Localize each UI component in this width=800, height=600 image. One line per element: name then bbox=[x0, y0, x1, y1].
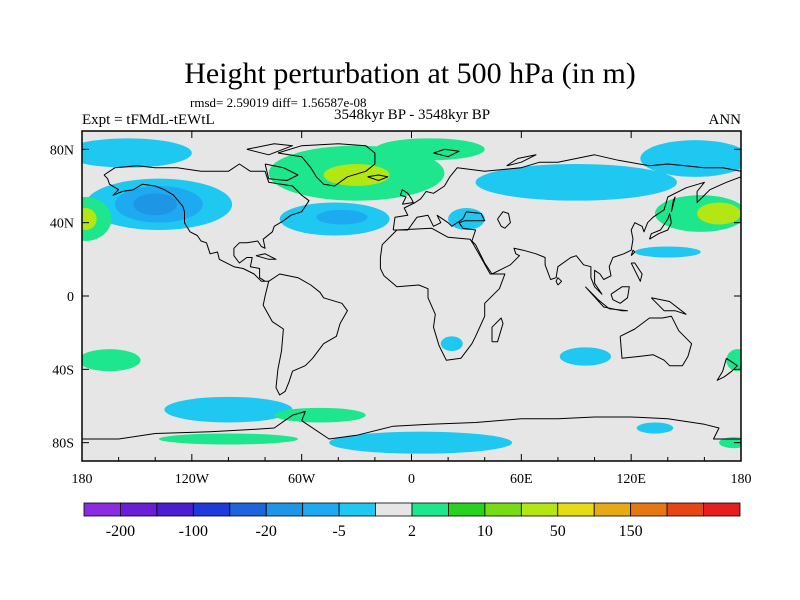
colorbar: -200 -100 -20 -5 2 10 50 150 bbox=[83, 502, 741, 540]
coastline-borneo bbox=[610, 286, 630, 304]
coastline-caspian-sea bbox=[497, 211, 511, 229]
coastline-new-zealand bbox=[716, 357, 738, 381]
anomaly-east-arctic-cyan bbox=[640, 140, 741, 177]
lat-tick-label: 40S bbox=[52, 363, 74, 378]
stats-label: rmsd= 2.59019 diff= 1.56587e-08 bbox=[190, 95, 367, 110]
colorbar-swatch bbox=[520, 502, 559, 517]
anomaly-antarctic-green bbox=[158, 433, 299, 445]
coastline-indonesia bbox=[585, 286, 628, 312]
coastline-sakhalin bbox=[670, 196, 676, 212]
anomaly-antarctic-cyan bbox=[329, 431, 513, 454]
coastline-eurasia bbox=[392, 154, 741, 295]
colorbar-label: -5 bbox=[332, 523, 345, 540]
anomaly-indian-ocean-cyan bbox=[559, 347, 612, 366]
colorbar-swatch bbox=[229, 502, 267, 517]
anomaly-southern-ocean-cyan bbox=[164, 396, 293, 423]
anomaly-north-west-pacific-lime bbox=[697, 202, 741, 225]
colorbar-label: -200 bbox=[106, 523, 135, 540]
map-plot: 180 120W 60W 0 60E 120E 180 80N 40N 0 40S 80S bbox=[50, 130, 752, 487]
coastline-ellesmere-island bbox=[246, 143, 293, 156]
coastline-new-guinea bbox=[650, 297, 687, 315]
coastline-philippines bbox=[630, 262, 643, 282]
coastline-svalbard bbox=[433, 148, 460, 158]
page-title: Height perturbation at 500 hPa (in m) bbox=[184, 57, 636, 90]
anomaly-atlantic-blue bbox=[316, 209, 368, 225]
colorbar-swatch bbox=[484, 502, 522, 517]
coastline-africa bbox=[379, 227, 506, 361]
anomaly-west-pacific-lime bbox=[82, 208, 97, 230]
colorbar-swatch bbox=[448, 502, 486, 517]
coastline-antarctica bbox=[82, 411, 741, 440]
period-label: 3548kyr BP - 3548kyr BP bbox=[334, 107, 490, 123]
colorbar-swatch bbox=[557, 502, 595, 517]
map-axes: 180 120W 60W 0 60E 120E 180 80N 40N 0 40S 80S bbox=[50, 131, 752, 487]
lon-tick-label: 120E bbox=[616, 472, 646, 487]
colorbar-swatch bbox=[265, 502, 304, 517]
anomaly-north-pacific-core bbox=[133, 193, 178, 216]
coastline-novaya-zemlya bbox=[506, 154, 537, 167]
colorbar-label: -100 bbox=[179, 523, 208, 540]
lat-tick-label: 40N bbox=[50, 217, 74, 232]
coastline-cuba bbox=[255, 253, 277, 260]
anomaly-south-africa-cyan bbox=[440, 336, 463, 351]
anomaly-alaska-arctic-cyan bbox=[82, 138, 192, 168]
lon-tick-label: 180 bbox=[731, 472, 752, 487]
anomaly-antarctic-green-east bbox=[719, 437, 741, 449]
colorbar-swatch bbox=[83, 502, 121, 517]
coastline-taiwan bbox=[630, 249, 636, 257]
colorbar-swatch bbox=[302, 502, 340, 517]
season-label: ANN bbox=[709, 112, 742, 128]
colorbar-swatch bbox=[411, 502, 449, 517]
colorbar-label: -20 bbox=[256, 523, 277, 540]
anomaly-south-atlantic-green bbox=[274, 407, 366, 423]
colorbar-swatch bbox=[156, 502, 194, 517]
coastline-iceland bbox=[367, 174, 389, 181]
lon-tick-label: 60E bbox=[510, 472, 533, 487]
anomaly-greenland-lime bbox=[323, 164, 390, 186]
coastlines bbox=[82, 143, 741, 440]
colorbar-swatch bbox=[703, 502, 741, 517]
colorbar-swatch bbox=[593, 502, 632, 517]
colorbar-swatch bbox=[120, 502, 158, 517]
coastline-greenland bbox=[277, 143, 376, 187]
anomaly-southern-indian-cyan bbox=[636, 422, 674, 434]
lon-tick-label: 120W bbox=[175, 472, 210, 487]
colorbar-swatch bbox=[192, 502, 231, 517]
coastline-japan bbox=[649, 213, 672, 240]
colorbar-label: 10 bbox=[477, 523, 493, 540]
anomaly-siberia-cyan bbox=[475, 164, 677, 201]
colorbar-swatch bbox=[375, 502, 413, 517]
coastline-north-america bbox=[103, 163, 310, 282]
coastline-great-britain bbox=[400, 189, 414, 205]
experiment-label: Expt = tFMdL-tEWtL bbox=[82, 112, 215, 128]
lat-tick-label: 0 bbox=[67, 290, 74, 305]
lon-tick-label: 0 bbox=[408, 472, 415, 487]
colorbar-label: 150 bbox=[619, 523, 643, 540]
colorbar-swatch bbox=[666, 502, 704, 517]
coastline-sri-lanka bbox=[555, 277, 563, 286]
coastline-south-america bbox=[262, 273, 348, 396]
lon-tick-label: 60W bbox=[288, 472, 316, 487]
colorbar-swatch bbox=[338, 502, 376, 517]
lat-tick-label: 80N bbox=[50, 143, 74, 158]
coastline-australia bbox=[619, 315, 693, 367]
coastline-baffin-island bbox=[264, 163, 299, 181]
colorbar-label: 50 bbox=[550, 523, 566, 540]
colorbar-swatch bbox=[630, 502, 668, 517]
anomaly-japan-cyan bbox=[634, 246, 701, 258]
lat-tick-label: 80S bbox=[52, 437, 74, 452]
coastline-madagascar bbox=[491, 317, 504, 343]
anomaly-south-pacific-green bbox=[82, 349, 141, 372]
anomaly-eurasia-arctic-green bbox=[374, 138, 485, 161]
anomaly-mediterranean-cyan bbox=[448, 208, 485, 230]
lon-tick-label: 180 bbox=[72, 472, 93, 487]
colorbar-label: 2 bbox=[408, 523, 416, 540]
